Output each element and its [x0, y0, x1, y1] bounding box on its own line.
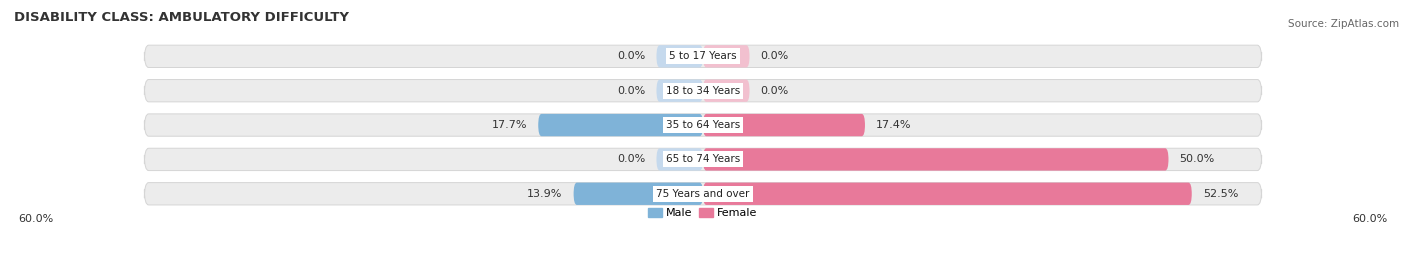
Text: 13.9%: 13.9% [527, 189, 562, 199]
FancyBboxPatch shape [703, 148, 1168, 171]
FancyBboxPatch shape [657, 80, 703, 102]
Text: 50.0%: 50.0% [1180, 154, 1215, 164]
Text: 35 to 64 Years: 35 to 64 Years [666, 120, 740, 130]
Text: 0.0%: 0.0% [761, 86, 789, 96]
FancyBboxPatch shape [703, 45, 749, 68]
FancyBboxPatch shape [145, 148, 1261, 171]
Text: 17.4%: 17.4% [876, 120, 911, 130]
Text: 0.0%: 0.0% [761, 51, 789, 61]
Text: 75 Years and over: 75 Years and over [657, 189, 749, 199]
Text: 0.0%: 0.0% [617, 154, 645, 164]
Text: 52.5%: 52.5% [1204, 189, 1239, 199]
Text: 5 to 17 Years: 5 to 17 Years [669, 51, 737, 61]
FancyBboxPatch shape [703, 114, 865, 136]
FancyBboxPatch shape [145, 80, 1261, 102]
FancyBboxPatch shape [538, 114, 703, 136]
FancyBboxPatch shape [574, 183, 703, 205]
FancyBboxPatch shape [145, 45, 1261, 68]
FancyBboxPatch shape [657, 148, 703, 171]
Text: 60.0%: 60.0% [18, 214, 53, 224]
Text: DISABILITY CLASS: AMBULATORY DIFFICULTY: DISABILITY CLASS: AMBULATORY DIFFICULTY [14, 11, 349, 24]
Text: 0.0%: 0.0% [617, 51, 645, 61]
Text: 17.7%: 17.7% [492, 120, 527, 130]
FancyBboxPatch shape [703, 183, 1192, 205]
Text: 0.0%: 0.0% [617, 86, 645, 96]
Text: Source: ZipAtlas.com: Source: ZipAtlas.com [1288, 19, 1399, 29]
FancyBboxPatch shape [657, 45, 703, 68]
Text: 65 to 74 Years: 65 to 74 Years [666, 154, 740, 164]
FancyBboxPatch shape [145, 183, 1261, 205]
Text: 18 to 34 Years: 18 to 34 Years [666, 86, 740, 96]
FancyBboxPatch shape [145, 114, 1261, 136]
Legend: Male, Female: Male, Female [644, 203, 762, 222]
Text: 60.0%: 60.0% [1353, 214, 1388, 224]
FancyBboxPatch shape [703, 80, 749, 102]
